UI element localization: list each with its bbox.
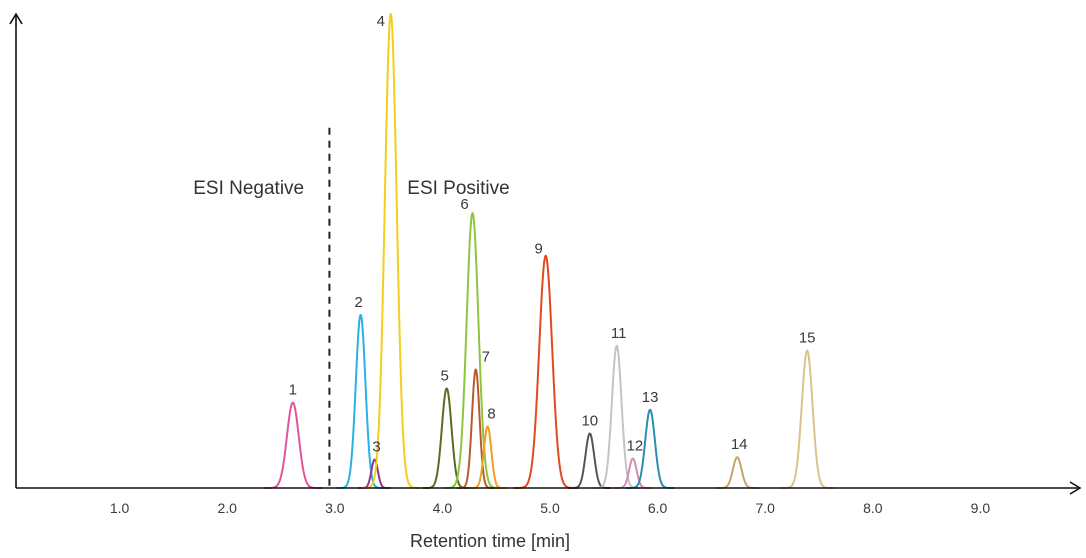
peak-label-15: 15 bbox=[799, 330, 816, 347]
x-tick-label: 1.0 bbox=[110, 500, 130, 516]
peak-label-3: 3 bbox=[372, 439, 380, 456]
esi-positive-label: ESI Positive bbox=[407, 178, 509, 199]
peak-trace-11 bbox=[591, 344, 642, 489]
peak-label-11: 11 bbox=[611, 325, 627, 342]
peak-label-14: 14 bbox=[731, 436, 748, 453]
peak-trace-1 bbox=[262, 401, 323, 489]
peak-label-12: 12 bbox=[627, 438, 644, 455]
x-tick-label: 4.0 bbox=[433, 500, 453, 516]
x-tick-label: 2.0 bbox=[217, 500, 237, 516]
axes bbox=[9, 12, 1082, 495]
peak-label-2: 2 bbox=[354, 294, 362, 311]
peak-trace-12 bbox=[613, 457, 653, 489]
peak-label-13: 13 bbox=[642, 389, 659, 406]
peak-trace-15 bbox=[779, 349, 835, 489]
peak-label-4: 4 bbox=[377, 13, 385, 30]
x-tick-label: 8.0 bbox=[863, 500, 883, 516]
x-tick-label: 3.0 bbox=[325, 500, 345, 516]
peak-label-1: 1 bbox=[289, 382, 297, 399]
peak-label-5: 5 bbox=[441, 368, 449, 385]
peak-label-7: 7 bbox=[482, 349, 490, 366]
x-axis-arrow-icon bbox=[1069, 481, 1082, 495]
peak-label-10: 10 bbox=[581, 413, 598, 430]
peak-trace-4 bbox=[360, 13, 421, 489]
x-axis-title: Retention time [min] bbox=[410, 531, 570, 551]
x-tick-label: 7.0 bbox=[755, 500, 775, 516]
peak-label-9: 9 bbox=[535, 241, 543, 258]
peak-label-8: 8 bbox=[487, 405, 495, 422]
peak-label-6: 6 bbox=[460, 196, 468, 213]
y-axis-arrow-icon bbox=[9, 12, 23, 25]
peak-traces bbox=[262, 13, 835, 489]
peak-trace-2 bbox=[335, 313, 386, 489]
region-labels: ESI Negative ESI Positive bbox=[193, 178, 509, 199]
peak-trace-14 bbox=[715, 456, 760, 489]
x-tick-label: 6.0 bbox=[648, 500, 668, 516]
peak-trace-9 bbox=[512, 254, 579, 489]
esi-negative-label: ESI Negative bbox=[193, 178, 304, 199]
x-tick-label: 9.0 bbox=[971, 500, 991, 516]
peak-trace-6 bbox=[442, 212, 503, 489]
x-tick-labels: 1.0 2.0 3.0 4.0 5.0 6.0 7.0 8.0 9.0 bbox=[110, 500, 990, 516]
x-tick-label: 5.0 bbox=[540, 500, 560, 516]
